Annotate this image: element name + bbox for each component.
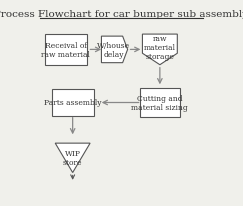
- Text: Receival of
raw material: Receival of raw material: [41, 42, 90, 59]
- Text: Parts assembly: Parts assembly: [44, 99, 101, 107]
- Text: Process Flowchart for car bumper sub assembly: Process Flowchart for car bumper sub ass…: [0, 9, 243, 19]
- Text: raw
material
storage: raw material storage: [144, 35, 176, 61]
- Polygon shape: [142, 35, 177, 65]
- Polygon shape: [55, 143, 90, 173]
- FancyBboxPatch shape: [52, 90, 94, 116]
- FancyBboxPatch shape: [140, 89, 180, 117]
- Text: WIP
store: WIP store: [63, 150, 82, 167]
- Text: W/house
delay: W/house delay: [97, 42, 130, 59]
- Text: Cutting and
material sizing: Cutting and material sizing: [131, 94, 188, 112]
- Polygon shape: [101, 37, 128, 63]
- FancyBboxPatch shape: [45, 35, 87, 65]
